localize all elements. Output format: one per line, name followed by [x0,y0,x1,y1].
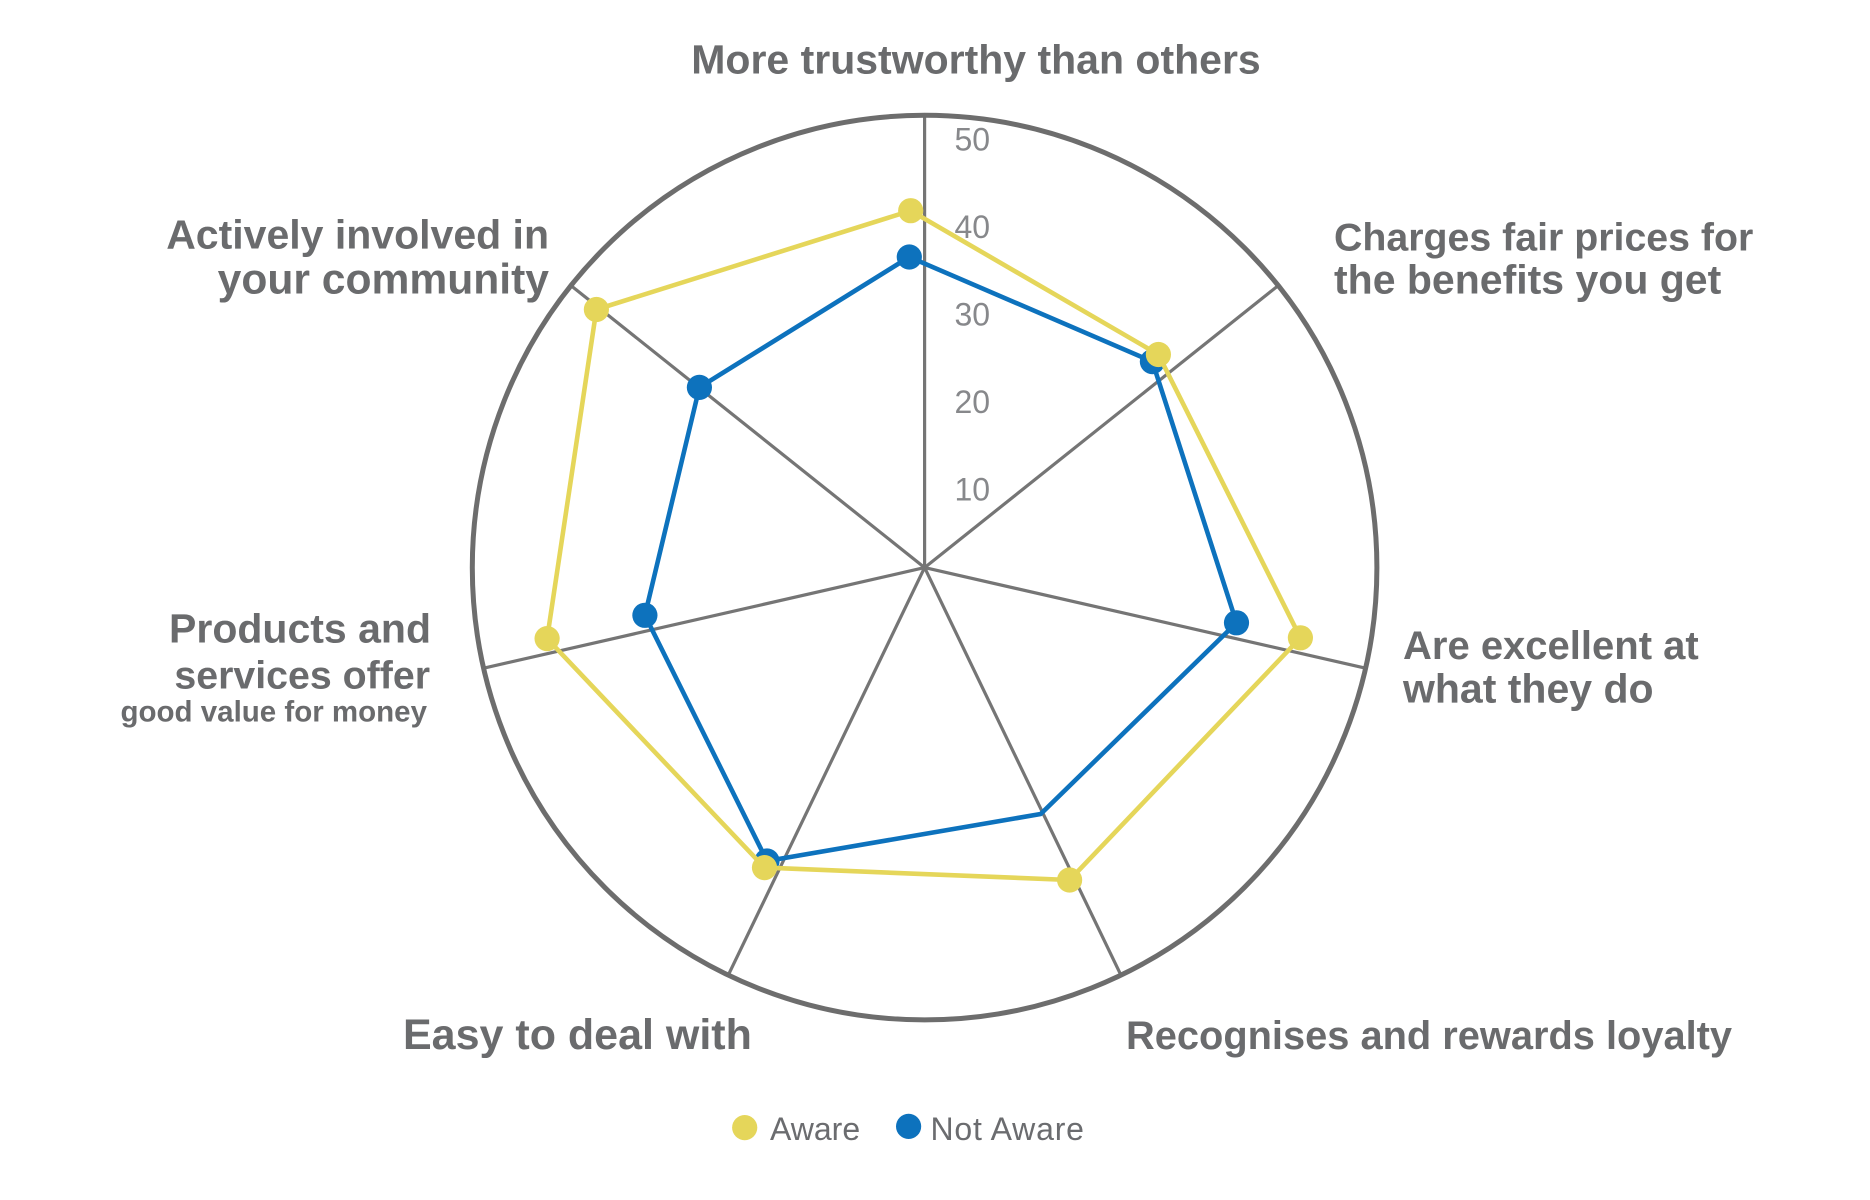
svg-text:20: 20 [955,384,991,420]
svg-text:Aware: Aware [770,1111,860,1147]
svg-text:Recognises and rewards loyalty: Recognises and rewards loyalty [1126,1014,1732,1058]
svg-text:10: 10 [955,472,991,508]
svg-text:40: 40 [955,209,991,245]
svg-text:what they do: what they do [1402,666,1654,712]
svg-text:Products and: Products and [169,605,431,651]
svg-text:More trustworthy than others: More trustworthy than others [691,36,1260,82]
svg-text:your community: your community [218,255,550,303]
svg-text:50: 50 [955,122,991,158]
svg-text:good value for money: good value for money [120,696,427,729]
svg-text:Not Aware: Not Aware [931,1111,1085,1147]
svg-text:Actively involved in: Actively involved in [166,211,549,257]
svg-text:services offer: services offer [174,653,430,697]
svg-text:30: 30 [955,297,991,333]
svg-text:the benefits you get: the benefits you get [1334,257,1722,303]
svg-text:Are excellent at: Are excellent at [1403,624,1699,668]
svg-text:Charges fair prices for: Charges fair prices for [1334,215,1753,259]
svg-text:Easy to deal with: Easy to deal with [403,1011,752,1059]
